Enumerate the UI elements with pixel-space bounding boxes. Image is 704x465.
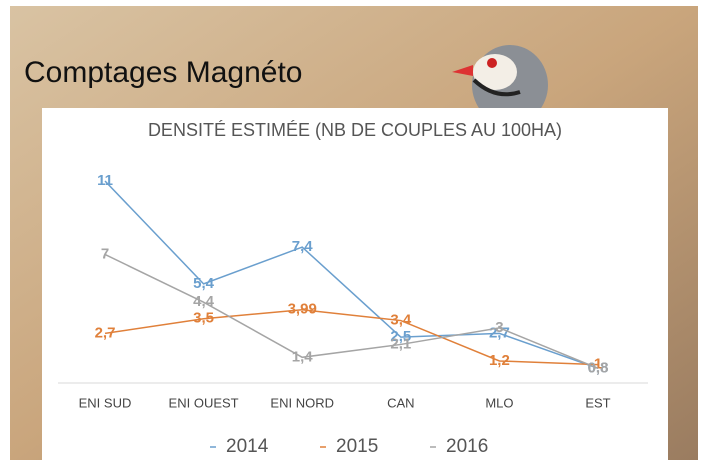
x-tick-label: ENI SUD [79,395,132,410]
slide-title: Comptages Magnéto [24,56,303,89]
data-label: 3 [495,319,503,336]
data-label: 4,4 [193,293,215,310]
data-label: 7,4 [292,238,314,255]
data-label: 5,4 [193,275,215,292]
x-tick-label: ENI NORD [270,395,334,410]
chart-panel [42,108,668,460]
chart-title: DENSITÉ ESTIMÉE (NB DE COUPLES AU 100HA) [148,120,562,140]
data-label: 1,4 [292,348,314,365]
data-label: 1 [594,356,602,373]
series-line [104,180,599,370]
data-label: 7 [101,245,109,262]
data-label: 3,5 [193,310,214,327]
data-label: 3,99 [288,301,317,318]
data-label: 0,8 [588,359,609,376]
x-tick-label: CAN [387,395,414,410]
x-tick-label: ENI OUEST [169,395,239,410]
series-line [104,253,599,370]
legend-label: 2016 [446,436,488,457]
data-label: 2,7 [95,324,116,341]
series-line [104,308,599,366]
data-label: 2,1 [390,335,411,352]
x-tick-label: EST [585,395,610,410]
data-label: 2,5 [390,328,411,345]
data-label: 1,2 [489,352,510,369]
data-label: 3,4 [390,312,412,329]
bird [452,45,548,125]
legend-label: 2014 [226,436,269,457]
data-label: 11 [97,172,113,189]
legend-label: 2015 [336,436,378,457]
x-tick-label: MLO [485,395,513,410]
